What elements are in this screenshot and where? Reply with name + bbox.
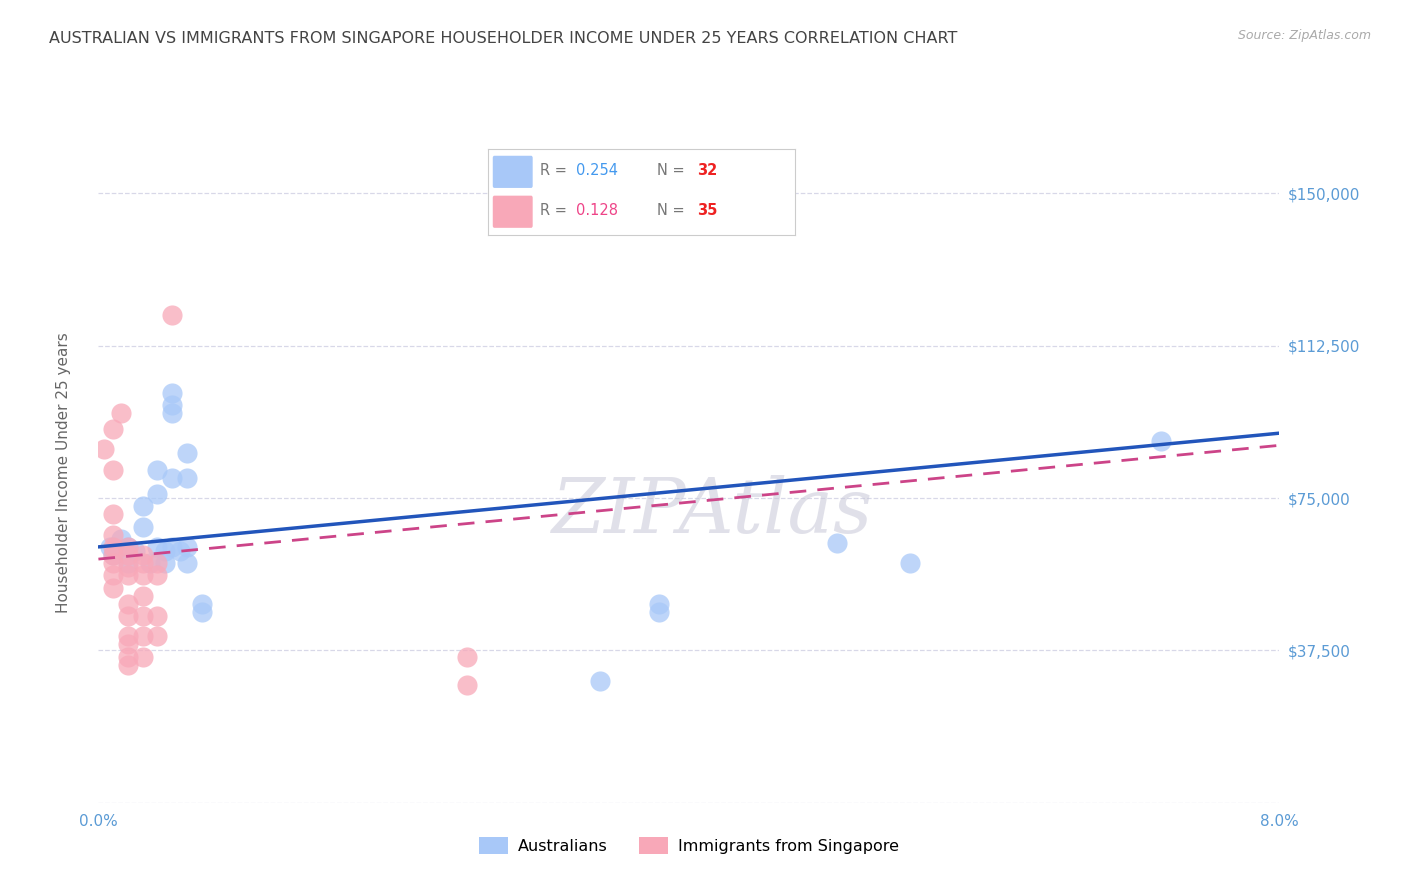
Point [162,406,183,420]
Point [648,605,671,619]
Point [169,544,191,558]
Point [648,597,671,611]
Point [146,568,169,582]
Point [162,540,183,554]
Point [162,471,183,485]
Point [103,527,125,541]
Point [124,544,146,558]
Point [176,556,198,570]
Point [176,446,198,460]
Point [162,398,183,412]
Point [146,487,169,501]
Point [117,568,139,582]
Point [110,532,132,546]
Point [132,556,155,570]
Point [117,560,139,574]
Point [153,544,176,558]
Point [103,508,125,522]
Point [132,629,155,643]
Point [162,309,183,323]
Point [103,548,125,562]
Point [176,471,198,485]
Point [146,609,169,624]
Point [117,540,139,554]
Point [110,406,132,420]
Legend: Australians, Immigrants from Singapore: Australians, Immigrants from Singapore [472,830,905,861]
Text: ZIPAtlas: ZIPAtlas [553,475,873,549]
Y-axis label: Householder Income Under 25 years: Householder Income Under 25 years [56,333,70,613]
Point [146,629,169,643]
Point [132,609,155,624]
Point [103,556,125,570]
Point [1150,434,1173,449]
Point [589,673,612,688]
Point [132,519,155,533]
Point [456,649,478,664]
Point [153,556,176,570]
Point [132,500,155,514]
Point [162,385,183,400]
Point [98,540,121,554]
Point [117,548,139,562]
Point [103,548,125,562]
Point [117,649,139,664]
Point [103,422,125,436]
Point [103,463,125,477]
Text: Source: ZipAtlas.com: Source: ZipAtlas.com [1237,29,1371,42]
Point [900,556,922,570]
Point [825,536,848,550]
Point [191,597,214,611]
Point [191,605,214,619]
Point [132,649,155,664]
Point [146,540,169,554]
Point [456,678,478,692]
Point [117,657,139,672]
Point [146,556,169,570]
Point [132,589,155,603]
Point [117,629,139,643]
Point [117,556,139,570]
Point [103,540,125,554]
Point [103,581,125,595]
Point [117,637,139,651]
Point [132,568,155,582]
Point [103,568,125,582]
Point [132,548,155,562]
Text: AUSTRALIAN VS IMMIGRANTS FROM SINGAPORE HOUSEHOLDER INCOME UNDER 25 YEARS CORREL: AUSTRALIAN VS IMMIGRANTS FROM SINGAPORE … [49,31,957,46]
Point [146,463,169,477]
Point [117,540,139,554]
Point [117,609,139,624]
Point [93,442,115,457]
Point [117,597,139,611]
Point [176,540,198,554]
Point [139,556,162,570]
